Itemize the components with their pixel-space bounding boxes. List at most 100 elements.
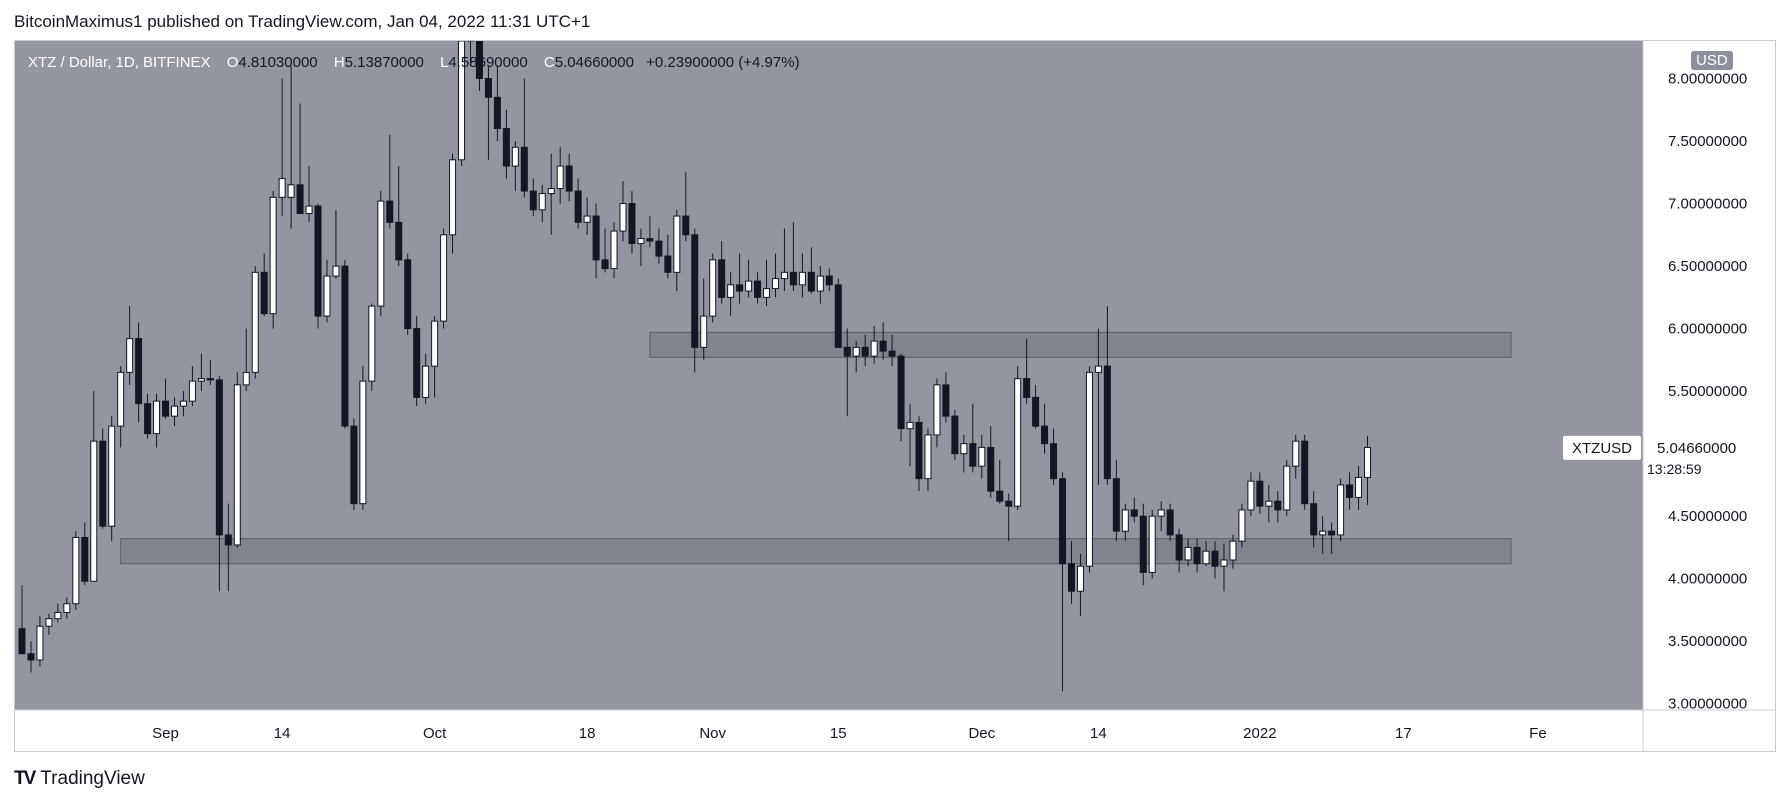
candle-down [1166,509,1174,536]
candle-up [368,305,376,382]
candle-up [287,184,295,198]
open-value: 4.81030000 [238,54,318,71]
candle-down [691,234,699,348]
candle-up [709,259,717,317]
candle-down [897,355,905,430]
price-tag-box [1644,435,1760,482]
y-tick-label: 5.50000000 [1668,383,1747,400]
candle-down [386,200,394,223]
candle-up [1229,540,1237,561]
candle-up [1184,546,1192,561]
candle-up [377,200,385,307]
candle-up [233,384,241,546]
candle-up [763,288,771,298]
candle-up [960,443,968,455]
candle-up [637,238,645,245]
candle-up [1202,550,1210,565]
candle-down [754,280,762,298]
candle-up [1292,440,1300,467]
candle-up [906,421,914,430]
candle-down [592,215,600,261]
support-resistance-zone-2 [120,538,1512,565]
candle-up [583,215,591,223]
candle-down [81,536,89,582]
candle-down [395,221,403,261]
candle-up [1076,565,1084,592]
price-tag-symbol-box [1563,435,1641,460]
x-tick-label: 14 [274,725,291,742]
candle-up [170,405,178,417]
x-tick-label: 17 [1395,725,1412,742]
candle-up [619,203,627,232]
candle-down [1112,478,1120,532]
candle-down [1346,484,1354,498]
candle-down [1274,500,1282,511]
candle-up [323,275,331,317]
candle-down [915,421,923,480]
y-tick-label: 6.50000000 [1668,258,1747,275]
symbol-label[interactable]: XTZ / Dollar, 1D, BITFINEX [28,54,211,71]
candle-up [1364,446,1371,478]
candle-down [807,271,815,292]
candle-up [1014,378,1022,507]
candle-down [1175,534,1183,561]
candle-down [206,378,214,381]
candle-down [718,259,726,298]
candle-down [601,259,609,270]
candle-up [269,196,277,315]
y-tick-label: 7.50000000 [1668,133,1747,150]
candle-up [547,188,555,195]
candle-down [493,96,501,130]
candle-down [996,490,1004,502]
candle-up [1238,509,1246,542]
currency-badge[interactable]: USD [1690,50,1734,71]
candle-down [646,238,654,242]
open-label: O [226,54,239,71]
candle-up [511,146,519,167]
x-tick-label: 14 [1090,725,1107,742]
candle-up [278,178,286,198]
candle-down [1328,530,1336,536]
low-label: L [440,54,449,71]
candle-up [1247,480,1255,511]
x-tick-label: 18 [579,725,596,742]
candle-down [879,340,887,352]
candle-up [870,340,878,357]
high-value: 5.13870000 [344,54,424,71]
candle-up [422,365,430,398]
candle-up [1148,515,1156,573]
candle-up [36,625,44,661]
y-tick-label: 8.00000000 [1668,71,1747,88]
x-tick-label: 2022 [1243,725,1276,742]
candle-down [1059,478,1067,565]
candle-up [72,536,80,605]
candle-down [987,446,995,492]
candle-down [484,78,492,98]
ohlc-legend: XTZ / Dollar, 1D, BITFINEX O4.81030000 H… [28,54,800,71]
candle-down [341,265,349,427]
candle-up [1265,500,1273,507]
candle-down [314,205,322,317]
y-tick-label: 7.00000000 [1668,196,1747,213]
candle-up [673,215,681,273]
candle-up [610,230,618,270]
candle-down [1256,480,1264,507]
candle-down [99,440,107,527]
candle-down [574,190,582,223]
footer-brand[interactable]: TV TradingView [14,768,145,790]
y-tick-label: 3.00000000 [1668,696,1747,713]
candle-up [467,41,474,42]
candle-down [520,146,528,192]
candle-down [1041,425,1049,445]
candle-up [1355,476,1363,498]
high-label: H [333,54,345,71]
x-tick-label: Nov [699,725,726,742]
candle-down [1032,396,1040,427]
candle-down [18,628,26,655]
candle-down [664,255,672,273]
close-label: C [543,54,555,71]
candle-up [1220,559,1228,567]
candle-down [861,346,869,357]
candle-down [843,346,851,357]
